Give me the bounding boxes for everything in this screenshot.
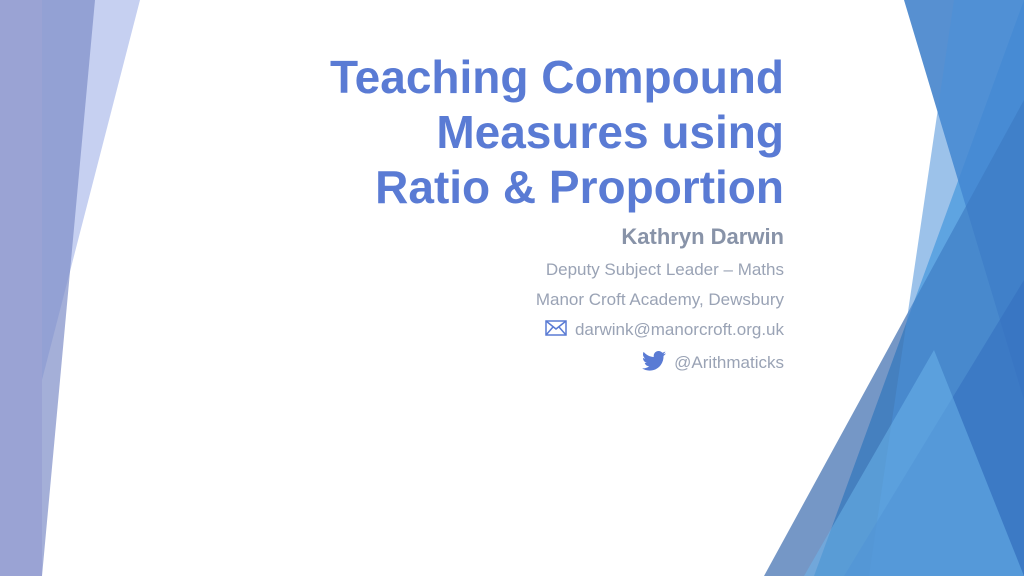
email-row: darwink@manorcroft.org.uk [130,320,784,341]
email-text: darwink@manorcroft.org.uk [575,320,784,340]
title-line-2: Measures using [130,105,784,160]
title-line-1: Teaching Compound [130,50,784,105]
slide-root: Teaching Compound Measures using Ratio &… [0,0,1024,576]
title-line-3: Ratio & Proportion [130,160,784,215]
author-name: Kathryn Darwin [130,224,784,250]
twitter-icon [642,351,666,376]
content-area: Teaching Compound Measures using Ratio &… [130,50,784,386]
author-role: Deputy Subject Leader – Maths [130,260,784,280]
twitter-text: @Arithmaticks [674,353,784,373]
author-school: Manor Croft Academy, Dewsbury [130,290,784,310]
email-icon [545,320,567,341]
slide-title: Teaching Compound Measures using Ratio &… [130,50,784,216]
twitter-row: @Arithmaticks [130,351,784,376]
